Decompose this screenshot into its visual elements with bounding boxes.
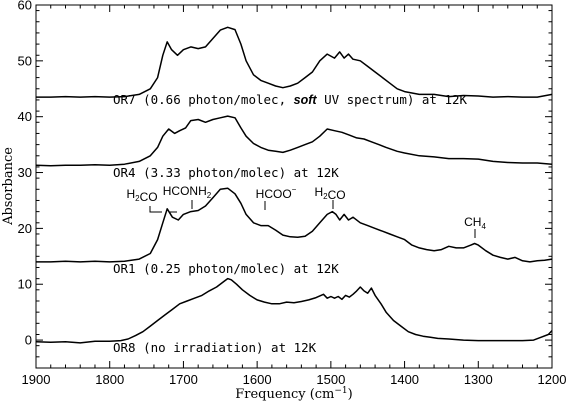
series-label-part: UV spectrum) at 12K <box>317 92 468 107</box>
series-line-or8 <box>35 277 553 344</box>
formula-superscript: − <box>292 185 297 194</box>
series-label-part: OR8 (no irradiation) at 12K <box>113 340 317 355</box>
formula-subscript: 4 <box>481 222 486 231</box>
annotation-h2co-left: H2CO <box>126 187 157 204</box>
x-axis-title-close: ) <box>348 387 353 402</box>
formula-subscript: 2 <box>207 191 212 200</box>
x-tick-label: 1900 <box>22 372 51 387</box>
series-label-or4: OR4 (3.33 photon/molec) at 12K <box>113 165 339 180</box>
x-tick-label: 1700 <box>169 372 198 387</box>
annotation-h2co-right: H2CO <box>314 185 345 202</box>
y-tick-label: 10 <box>18 277 32 292</box>
series-label-part: soft <box>294 93 318 107</box>
series-labels: OR7 (0.66 photon/molec, soft UV spectrum… <box>113 92 468 355</box>
y-tick-label: 20 <box>18 221 32 236</box>
x-axis-title-sup: −1 <box>334 386 347 396</box>
x-tick-label: 1500 <box>316 372 345 387</box>
y-tick-label: 60 <box>18 0 32 13</box>
formula-part: HCOO <box>256 187 292 201</box>
formula-part: HCONH <box>163 184 207 198</box>
x-tick-label: 1600 <box>243 372 272 387</box>
formula-subscript: 2 <box>323 192 328 201</box>
formula-subscript: 2 <box>135 194 140 203</box>
x-axis-title-text: Frequency (cm <box>235 387 334 402</box>
annotation-ch4: CH4 <box>464 215 486 231</box>
y-tick-label: 40 <box>18 109 32 124</box>
annotation-hcoo: HCOO− <box>256 185 297 201</box>
axis-ticks: 1900 1800 1700 1600 1500 1400 1300 1200 0 10 20 30 4… <box>18 0 567 387</box>
formula-part: H <box>126 187 135 201</box>
formula-part: CO <box>140 190 158 204</box>
series-label-or1: OR1 (0.25 photon/molec) at 12K <box>113 261 339 276</box>
x-tick-label: 1800 <box>95 372 124 387</box>
x-tick-label: 1300 <box>464 372 493 387</box>
axis-titles: Frequency (cm−1) Absorbance <box>1 147 353 402</box>
series-label-part: OR7 (0.66 photon/molec, <box>113 92 294 107</box>
series-label-or8: OR8 (no irradiation) at 12K <box>113 340 317 355</box>
annotation-hconh2: HCONH2 <box>163 184 212 200</box>
x-axis-title: Frequency (cm−1) <box>235 386 352 402</box>
series-group <box>35 26 553 344</box>
y-tick-label: 0 <box>25 333 32 348</box>
series-label-part: OR4 (3.33 photon/molec) at 12K <box>113 165 339 180</box>
series-label-part: OR1 (0.25 photon/molec) at 12K <box>113 261 339 276</box>
y-tick-label: 30 <box>18 165 32 180</box>
series-line-or7 <box>36 26 553 98</box>
plot-frame <box>35 4 553 369</box>
y-tick-label: 50 <box>18 53 32 68</box>
x-tick-label: 1400 <box>390 372 419 387</box>
formula-part: CO <box>328 188 346 202</box>
series-label-or7: OR7 (0.66 photon/molec, soft UV spectrum… <box>113 92 468 107</box>
formula-part: H <box>314 185 323 199</box>
leader-h2co-left <box>149 206 162 213</box>
series-line-or4 <box>35 115 553 167</box>
series-line-or1 <box>36 187 553 263</box>
y-axis-title: Absorbance <box>1 147 16 226</box>
x-tick-label: 1200 <box>538 372 567 387</box>
formula-part: CH <box>464 215 481 229</box>
